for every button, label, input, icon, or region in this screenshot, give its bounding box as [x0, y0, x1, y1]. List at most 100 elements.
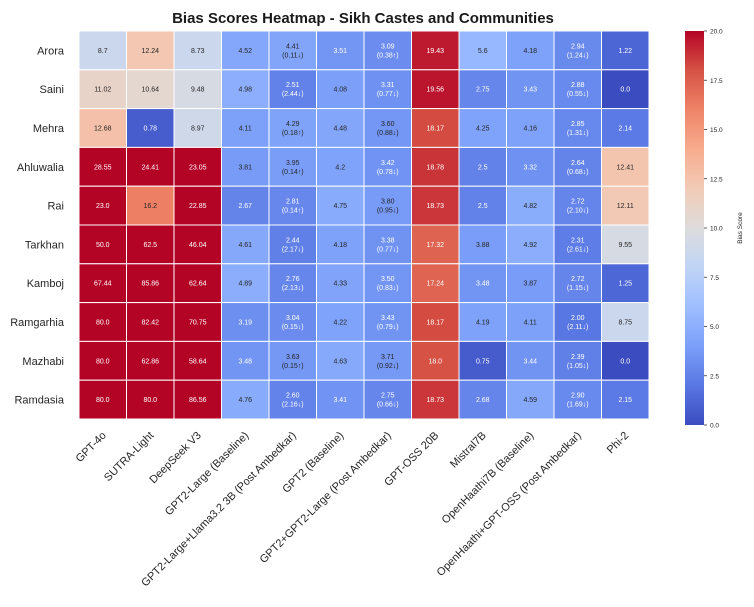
row-label: Mehra	[33, 123, 65, 135]
cell-value-label: 4.18	[333, 242, 347, 249]
cell-value-label: 2.75	[476, 87, 490, 94]
colorbar-tick-label: 12.5	[710, 176, 723, 183]
cell-change-label: (1.05↓)	[567, 363, 589, 370]
heatmap-cell	[78, 185, 127, 226]
heatmap-cell	[506, 340, 555, 381]
cell-value-label: 4.89	[238, 281, 252, 288]
cell-change-label: (0.66↓)	[377, 402, 399, 409]
cell-value-label: 3.48	[238, 358, 252, 365]
cell-change-label: (0.11↓)	[282, 52, 303, 59]
heatmap-cell	[363, 302, 412, 342]
cell-value-label: 19.43	[426, 48, 444, 55]
cell-value-label: 2.85	[571, 121, 585, 128]
heatmap-cell	[126, 30, 175, 71]
heatmap-cell	[78, 30, 127, 71]
cell-value-label: 58.64	[189, 358, 207, 365]
cell-value-label: 80.0	[96, 320, 110, 327]
cells-layer: 8.7 12.24 8.73 4.52 4.41 (0.11↓) 3.51 3.09 (0.38…	[78, 30, 650, 420]
heatmap-cell	[411, 379, 460, 420]
cell-value-label: 2.60	[286, 393, 300, 400]
cell-change-label: (0.15↓)	[282, 324, 304, 331]
cell-value-label: 3.04	[286, 315, 300, 322]
cell-change-label: (2.16↓)	[282, 402, 304, 409]
heatmap-cell	[78, 379, 127, 420]
cell-value-label: 4.18	[523, 48, 537, 55]
heatmap-cell	[363, 108, 412, 148]
heatmap-cell	[221, 108, 270, 148]
cell-value-label: 4.92	[523, 242, 537, 249]
cell-change-label: (2.17↓)	[282, 246, 304, 253]
cell-value-label: 2.31	[571, 237, 585, 244]
cell-value-label: 4.82	[523, 203, 537, 210]
cell-value-label: 3.50	[381, 276, 395, 283]
row-labels: Arora Saini Mehra Ahluwalia Rai Tarkhan Kamboj…	[10, 45, 65, 406]
colorbar: 0.0 2.5 5.0 7.5 10.0 12.5 15.0 17.5 20.0 Bias Sco…	[685, 29, 744, 430]
cell-value-label: 0.0	[620, 87, 630, 94]
cell-change-label: (0.77↓)	[377, 91, 399, 98]
heatmap-cell	[221, 302, 270, 342]
cell-change-label: (0.15↑)	[282, 363, 304, 370]
cell-value-label: 4.98	[238, 87, 252, 94]
cell-change-label: (0.68↓)	[567, 169, 589, 176]
cell-change-label: (1.31↓)	[567, 130, 589, 137]
cell-value-label: 22.85	[189, 203, 207, 210]
row-label: Mazhabi	[22, 356, 64, 368]
cell-value-label: 12.24	[141, 48, 159, 55]
heatmap-cell	[173, 108, 222, 148]
heatmap-cell	[173, 302, 222, 342]
cell-value-label: 2.90	[571, 393, 585, 400]
cell-value-label: 3.80	[381, 199, 395, 206]
colorbar-tick-label: 15.0	[710, 127, 723, 134]
cell-value-label: 3.43	[381, 315, 395, 322]
cell-change-label: (0.55↓)	[567, 91, 589, 98]
heatmap-cell	[458, 340, 507, 381]
row-label: Tarkhan	[25, 239, 64, 251]
cell-value-label: 3.71	[381, 354, 395, 361]
heatmap-cell	[316, 340, 365, 381]
cell-value-label: 67.44	[94, 281, 112, 288]
heatmap-cell	[458, 69, 507, 110]
heatmap-cell	[506, 146, 555, 187]
cell-value-label: 8.7	[98, 48, 108, 55]
cell-value-label: 2.68	[476, 397, 490, 404]
heatmap-cell	[411, 69, 460, 110]
cell-value-label: 62.5	[143, 242, 157, 249]
cell-change-label: (0.88↓)	[377, 130, 399, 137]
heatmap-cell	[601, 146, 650, 187]
cell-change-label: (2.44↓)	[282, 91, 304, 98]
cell-value-label: 8.73	[191, 48, 205, 55]
heatmap-cell	[506, 30, 555, 71]
heatmap-cell	[221, 146, 270, 187]
cell-change-label: (1.15↓)	[567, 285, 589, 292]
cell-value-label: 4.76	[238, 397, 252, 404]
cell-change-label: (0.77↓)	[377, 246, 399, 253]
colorbar-tick-label: 20.0	[710, 29, 723, 36]
cell-change-label: (0.78↓)	[377, 169, 399, 176]
column-label: Phi-2	[605, 430, 632, 457]
heatmap-cell	[458, 146, 507, 187]
heatmap-cell	[506, 263, 555, 304]
cell-value-label: 2.88	[571, 82, 585, 89]
heatmap-cell	[268, 302, 317, 342]
colorbar-tick-label: 2.5	[710, 373, 719, 380]
row-label: Saini	[40, 84, 64, 96]
cell-value-label: 4.59	[523, 397, 537, 404]
cell-value-label: 2.75	[381, 393, 395, 400]
cell-value-label: 80.0	[96, 397, 110, 404]
cell-value-label: 2.5	[478, 203, 488, 210]
cell-value-label: 62.64	[189, 281, 207, 288]
cell-value-label: 4.29	[286, 121, 300, 128]
heatmap-cell	[506, 302, 555, 342]
heatmap-cell	[316, 108, 365, 148]
heatmap-cell	[221, 224, 270, 265]
cell-change-label: (2.10↓)	[567, 208, 589, 215]
heatmap-cell	[601, 108, 650, 148]
cell-value-label: 18.17	[426, 320, 444, 327]
heatmap-cell	[601, 263, 650, 304]
heatmap-cell	[126, 69, 175, 110]
heatmap-cell	[363, 379, 412, 420]
heatmap-cell	[126, 224, 175, 265]
cell-value-label: 18.0	[428, 358, 442, 365]
cell-value-label: 24.41	[141, 164, 159, 171]
